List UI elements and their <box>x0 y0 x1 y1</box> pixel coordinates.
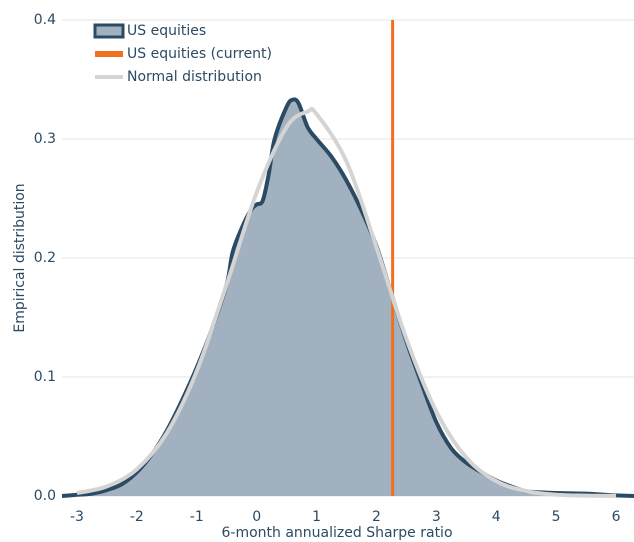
x-axis-label: 6-month annualized Sharpe ratio <box>221 525 452 541</box>
x-tick-label: 0 <box>252 509 261 525</box>
x-tick-label: -1 <box>190 509 204 525</box>
legend-label: Normal distribution <box>127 69 262 85</box>
y-tick-label: 0.0 <box>34 488 56 504</box>
x-tick-label: -2 <box>130 509 144 525</box>
normal-line <box>76 106 617 498</box>
legend-swatch <box>93 23 125 39</box>
x-tick-label: 2 <box>372 509 381 525</box>
x-tick-label: 5 <box>552 509 561 525</box>
y-tick-label: 0.3 <box>34 131 56 147</box>
x-tick-label: 6 <box>612 509 621 525</box>
y-tick-label: 0.4 <box>34 12 56 28</box>
y-tick-label: 0.1 <box>34 369 56 385</box>
density-area <box>62 99 634 496</box>
y-axis-label: Empirical distribution <box>12 183 28 332</box>
legend-label: US equities (current) <box>127 46 272 62</box>
x-tick-label: 4 <box>492 509 501 525</box>
legend-label: US equities <box>127 23 206 39</box>
x-tick-label: 1 <box>312 509 321 525</box>
x-tick-label: 3 <box>432 509 441 525</box>
x-tick-label: -3 <box>70 509 84 525</box>
y-tick-label: 0.2 <box>34 250 56 266</box>
